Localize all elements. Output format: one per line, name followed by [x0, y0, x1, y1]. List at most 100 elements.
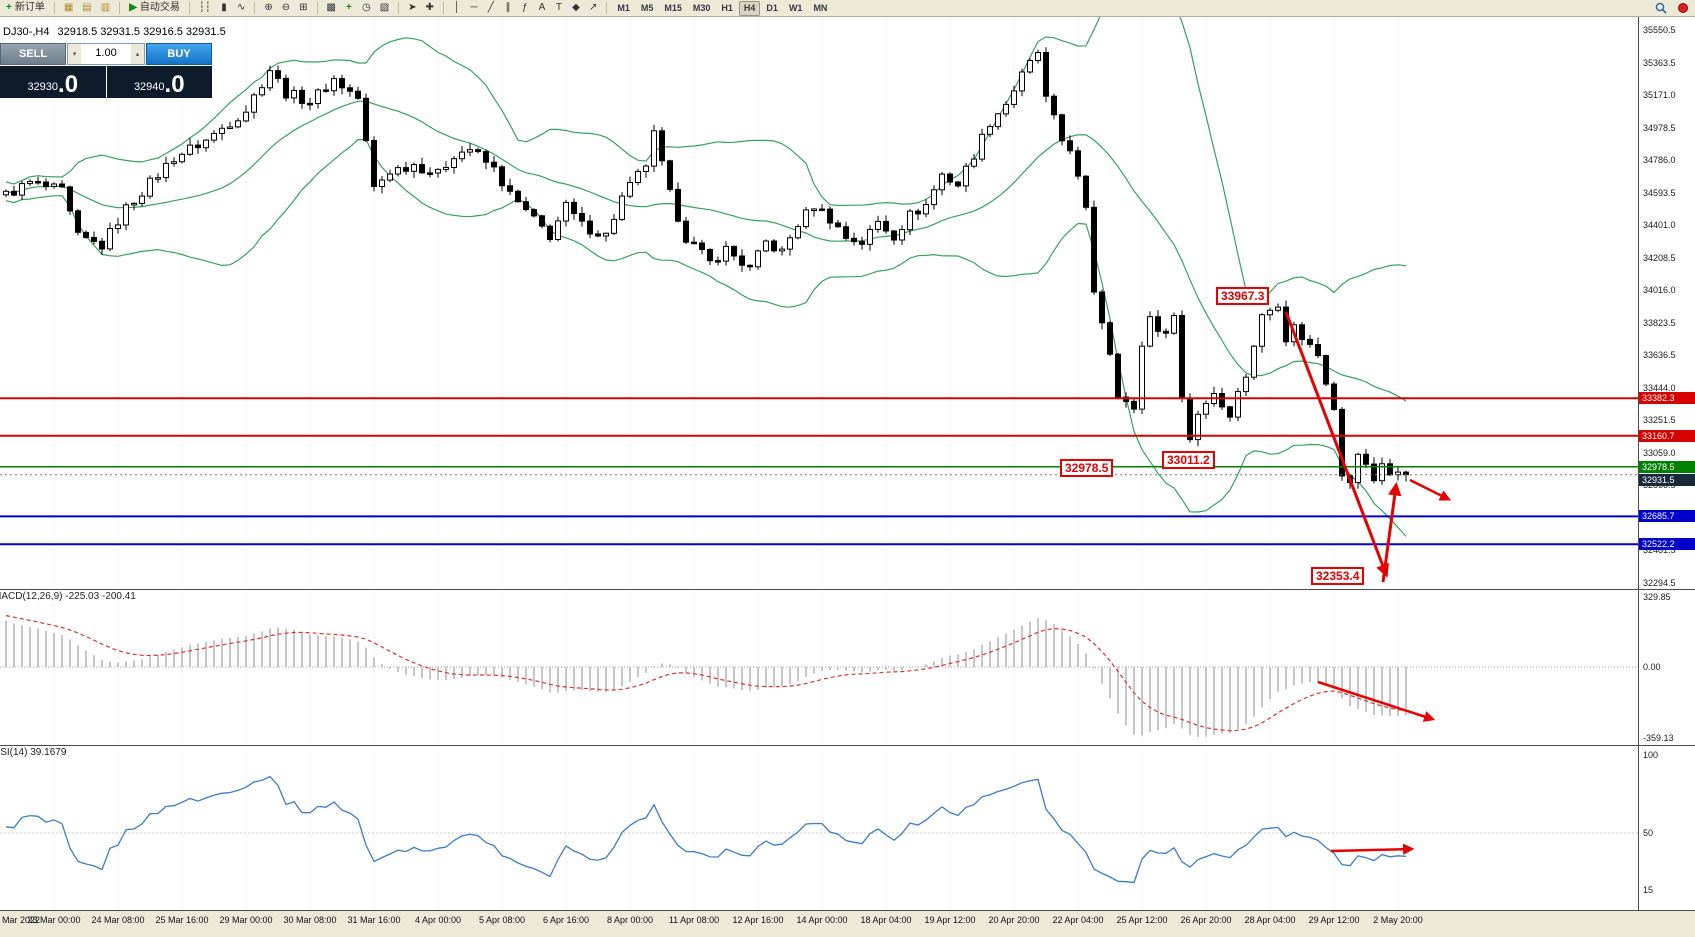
main-chart-panel[interactable]: DJ30-,H4 32918.5 32931.5 32916.5 32931.5…: [0, 17, 1638, 589]
time-scale[interactable]: Mar 2022 23 Mar 00:00 24 Mar 08:00 25 Mar 1…: [0, 911, 1695, 937]
zoom-in-button[interactable]: ⊕: [260, 1, 276, 16]
market-watch-button-icon: ▤: [82, 2, 92, 13]
time-tick-label: 20 Apr 20:00: [988, 915, 1040, 925]
rsi-line: [5, 775, 1407, 884]
tf-h4[interactable]: H4: [738, 0, 761, 16]
price-annotation-box[interactable]: 33011.2: [1162, 451, 1215, 469]
quote-ohlc-label: 32918.5 32931.5 32916.5 32931.5: [57, 26, 226, 38]
cascade-windows-button[interactable]: ▩: [323, 1, 340, 16]
panel-separator[interactable]: [0, 745, 1695, 746]
main-chart-canvas[interactable]: [0, 17, 1638, 589]
time-tick-label: 2 May 20:00: [1373, 915, 1423, 925]
macd-panel[interactable]: MACD(12,26,9) -225.03 -200.41: [0, 589, 1638, 745]
tf-d1[interactable]: D1: [766, 2, 778, 13]
fibonacci-button[interactable]: ƒ: [517, 1, 533, 16]
macd-canvas[interactable]: [0, 589, 1638, 745]
price-annotation-box[interactable]: 32353.4: [1311, 567, 1365, 585]
periods-button-icon: ◷: [361, 2, 371, 13]
trendline-button[interactable]: ╱: [483, 1, 499, 16]
price-tick-label: 32481.5: [1643, 545, 1676, 555]
shapes-button-icon: ◆: [572, 2, 580, 13]
volume-input[interactable]: 1.00: [95, 47, 117, 59]
macd-scale-label: -359.13: [1643, 733, 1674, 743]
cursor-button[interactable]: ➤: [404, 1, 420, 16]
volume-increase-button[interactable]: ▴: [131, 44, 144, 64]
price-scale[interactable]: 35550.5 35363.5 35171.0 34978.5 34786.0 34593…: [1638, 17, 1695, 910]
bid-price-main: 32930: [27, 81, 59, 93]
tile-windows-button[interactable]: ⊞: [295, 1, 311, 16]
time-tick-label: 11 Apr 08:00: [668, 915, 720, 925]
tf-m1[interactable]: M1: [617, 2, 630, 13]
bid-price-fraction: .0: [58, 71, 79, 98]
chart-window-button[interactable]: ▦: [60, 1, 77, 16]
time-tick-label: 30 Mar 08:00: [283, 915, 337, 925]
tf-m30[interactable]: M30: [692, 2, 711, 13]
navigator-button[interactable]: ▥: [97, 1, 114, 16]
market-watch-button[interactable]: ▤: [78, 1, 95, 16]
tf-m5[interactable]: M5: [640, 2, 654, 13]
crosshair-button[interactable]: ✚: [422, 1, 438, 16]
vertical-gridlines: [53, 745, 1399, 910]
price-level-chip: 32522.2: [1639, 538, 1695, 550]
buy-button[interactable]: BUY: [146, 43, 212, 65]
shapes-button[interactable]: ◆: [568, 1, 584, 16]
macd-scale-label: 0.00: [1643, 662, 1661, 672]
rsi-panel[interactable]: RSI(14) 39.1679: [0, 745, 1638, 910]
toolbar-separator: [606, 2, 608, 14]
zoom-in-button-icon: ⊕: [264, 2, 273, 13]
label-button[interactable]: T: [551, 1, 567, 16]
new-order-button-icon: +: [6, 2, 12, 13]
channel-button[interactable]: ∥: [500, 1, 516, 16]
channel-button-icon: ∥: [505, 2, 511, 13]
templates-button[interactable]: ▨: [376, 1, 393, 16]
candlestick-chart-button-icon: ▮: [221, 2, 227, 13]
search-button[interactable]: [1651, 1, 1671, 16]
price-level-chip: 33160.7: [1639, 430, 1695, 442]
arrows-button[interactable]: ↗: [585, 1, 601, 16]
price-tick-label: 33636.5: [1643, 350, 1676, 360]
tf-h1[interactable]: H1: [721, 2, 733, 13]
candles: [3, 47, 1409, 489]
panel-separator[interactable]: [0, 910, 1695, 911]
auto-trading-button-label: 自动交易: [139, 2, 180, 13]
zoom-out-button[interactable]: ⊖: [278, 1, 294, 16]
line-chart-button[interactable]: ∿: [233, 1, 249, 16]
horizontal-line-button[interactable]: ─: [466, 1, 482, 16]
record-icon[interactable]: [1678, 3, 1688, 13]
price-tick-label: 35171.0: [1643, 90, 1676, 100]
toolbar-separator: [398, 2, 400, 14]
vertical-line-button-icon: │: [453, 2, 461, 13]
price-level-chip: 32931.5: [1639, 474, 1695, 486]
ask-price-button[interactable]: 32940 .0: [106, 66, 212, 98]
bid-price-button[interactable]: 32930 .0: [0, 66, 106, 98]
text-button[interactable]: A: [534, 1, 550, 16]
candlestick-chart-button[interactable]: ▮: [216, 1, 232, 16]
auto-trading-button[interactable]: ▶ 自动交易: [125, 1, 184, 16]
time-tick-label: 12 Apr 16:00: [732, 915, 784, 925]
panel-separator[interactable]: [0, 589, 1695, 590]
rsi-canvas[interactable]: [0, 745, 1638, 910]
periods-button[interactable]: ◷: [358, 1, 375, 16]
toolbar-separator: [254, 2, 256, 14]
volume-decrease-button[interactable]: ▾: [68, 44, 81, 64]
ask-price-main: 32940: [133, 81, 165, 93]
bar-chart-button[interactable]: ┆┆: [195, 1, 215, 16]
auto-trading-button-icon: ▶: [129, 2, 137, 13]
new-order-button[interactable]: + 新订单: [2, 1, 49, 16]
indicators-button[interactable]: +: [341, 1, 357, 16]
price-annotation-box[interactable]: 33967.3: [1216, 287, 1270, 305]
bollinger-bands: [5, 17, 1407, 537]
vertical-line-button[interactable]: │: [449, 1, 465, 16]
tf-w1[interactable]: W1: [788, 2, 803, 13]
price-annotation-box[interactable]: 32978.5: [1060, 459, 1114, 477]
toolbar-separator: [53, 2, 55, 14]
time-tick-label: 18 Apr 04:00: [860, 915, 912, 925]
rsi-scale-label: 100: [1643, 750, 1659, 760]
tf-mn[interactable]: MN: [813, 2, 828, 13]
sell-button[interactable]: SELL: [0, 43, 66, 65]
tf-m15[interactable]: M15: [664, 2, 682, 13]
time-tick-label: 6 Apr 16:00: [542, 915, 590, 925]
toolbar-separator: [188, 2, 190, 14]
toolbar-separator: [119, 2, 121, 14]
